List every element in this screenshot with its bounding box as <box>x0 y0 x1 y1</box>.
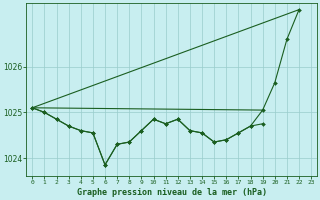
X-axis label: Graphe pression niveau de la mer (hPa): Graphe pression niveau de la mer (hPa) <box>77 188 267 197</box>
